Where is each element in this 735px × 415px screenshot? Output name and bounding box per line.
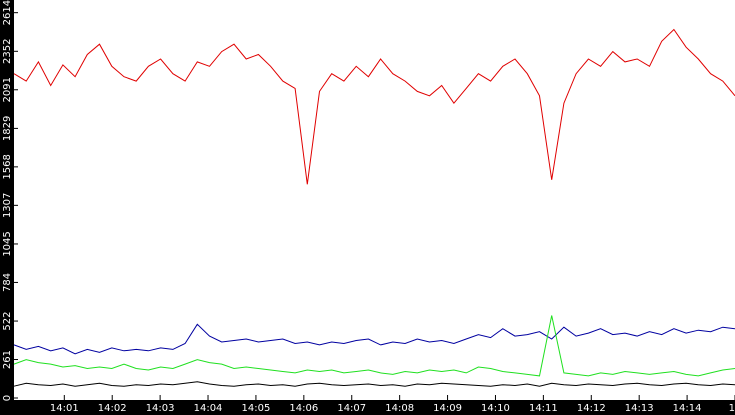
y-tick-label: 1568: [2, 154, 13, 179]
y-axis-band: [0, 0, 14, 415]
y-tick-label: 1045: [2, 231, 13, 256]
x-tick-label: 14:01: [50, 403, 79, 414]
y-tick-label: 2614: [2, 0, 13, 25]
x-tick-label: 14:02: [98, 403, 127, 414]
x-tick-label: 14:11: [529, 403, 558, 414]
y-tick-label: 0: [2, 395, 13, 401]
x-axis-band: [0, 400, 735, 415]
y-tick-label: 1829: [2, 116, 13, 141]
x-tick-label: 14:07: [337, 403, 366, 414]
series-line: [13, 381, 735, 387]
y-tick-label: 261: [2, 350, 13, 369]
x-tick-label: 14:05: [242, 403, 271, 414]
series-line: [13, 28, 735, 185]
y-tick-label: 1307: [2, 193, 13, 218]
y-tick-label: 2352: [2, 39, 13, 64]
y-tick-label: 2091: [2, 77, 13, 102]
y-tick-label: 784: [2, 273, 13, 292]
series-line: [13, 315, 735, 377]
x-tick-label: 14:06: [289, 403, 318, 414]
x-tick-label: 14: [729, 403, 735, 414]
x-tick-label: 14:13: [625, 403, 654, 414]
x-tick-label: 14:03: [146, 403, 175, 414]
x-tick-label: 14:09: [433, 403, 462, 414]
y-tick-label: 522: [2, 312, 13, 331]
x-tick-label: 14:12: [577, 403, 606, 414]
x-tick-label: 14:14: [673, 403, 702, 414]
x-tick-label: 14:08: [385, 403, 414, 414]
series-line: [13, 323, 735, 355]
x-tick-label: 14:10: [481, 403, 510, 414]
x-tick-label: 14:04: [194, 403, 223, 414]
